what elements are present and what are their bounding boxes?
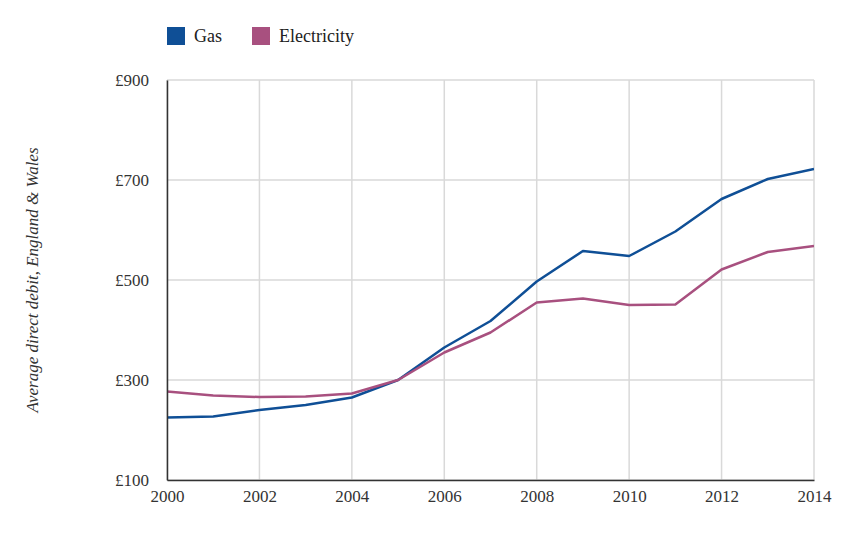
x-axis: 2000 2002 2004 2006 2008 2010 2012 2014 xyxy=(151,480,833,506)
grid-line-y xyxy=(167,379,814,381)
grid-line-y xyxy=(167,279,814,281)
x-tick-label: 2002 xyxy=(243,487,277,506)
y-tick-label: £500 xyxy=(115,271,149,290)
grid-line-x xyxy=(166,80,168,480)
x-tick-label: 2014 xyxy=(798,487,833,506)
x-tick-label: 2000 xyxy=(151,487,185,506)
legend-label: Gas xyxy=(194,26,222,46)
x-tick-label: 2004 xyxy=(335,487,370,506)
legend-swatch xyxy=(252,27,270,45)
series-line xyxy=(167,246,814,397)
legend: Gas Electricity xyxy=(167,26,354,46)
x-tick-label: 2010 xyxy=(613,487,647,506)
y-axis-title: Average direct debit, England & Wales xyxy=(23,147,42,413)
y-tick-label: £900 xyxy=(115,71,149,90)
x-tick: 2002 xyxy=(243,480,277,506)
grid-line-y xyxy=(167,179,814,181)
chart: £100 £300 £500 £700 £900 2000 2002 2004 2006 2008… xyxy=(0,0,856,543)
y-tick-label: £700 xyxy=(115,171,149,190)
x-tick-label: 2006 xyxy=(428,487,462,506)
y-axis-line xyxy=(167,81,169,481)
x-tick: 2014 xyxy=(798,480,833,506)
grid xyxy=(167,80,814,480)
x-tick: 2008 xyxy=(520,480,554,506)
legend-item: Gas xyxy=(167,26,222,46)
legend-item: Electricity xyxy=(252,26,354,46)
y-tick: £700 xyxy=(115,171,167,190)
x-tick-label: 2008 xyxy=(520,487,554,506)
x-axis-line xyxy=(168,480,815,482)
grid-line-y xyxy=(167,479,814,481)
legend-label: Electricity xyxy=(279,26,354,46)
y-axis: £100 £300 £500 £700 £900 xyxy=(115,71,168,490)
x-tick: 2004 xyxy=(335,480,370,506)
y-tick: £900 xyxy=(115,71,167,90)
y-tick: £300 xyxy=(115,371,167,390)
y-tick-label: £300 xyxy=(115,371,149,390)
y-tick-label: £100 xyxy=(115,471,149,490)
x-tick: 2010 xyxy=(613,480,647,506)
series-line xyxy=(167,169,814,418)
plot: £100 £300 £500 £700 £900 2000 2002 2004 2006 2008… xyxy=(115,71,832,506)
y-tick: £500 xyxy=(115,271,167,290)
legend-swatch xyxy=(167,27,185,45)
x-tick: 2000 xyxy=(151,480,185,506)
lines xyxy=(167,169,814,418)
x-tick: 2012 xyxy=(705,480,739,506)
grid-line-y xyxy=(167,79,814,81)
x-tick-label: 2012 xyxy=(705,487,739,506)
x-tick: 2006 xyxy=(428,480,462,506)
